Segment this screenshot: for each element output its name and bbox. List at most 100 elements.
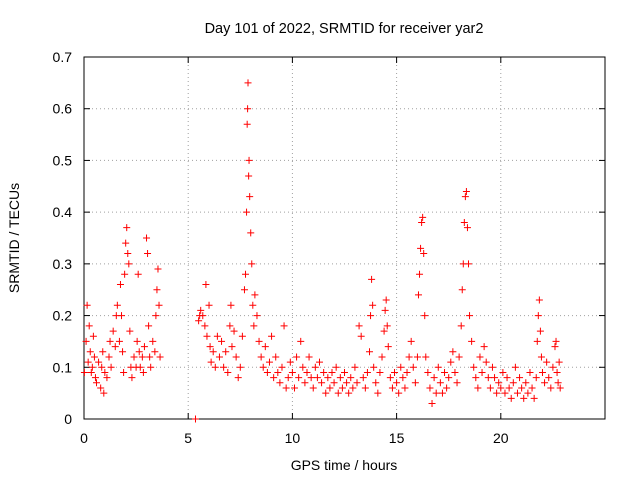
y-axis-label: SRMTID / TECUs	[6, 183, 22, 293]
data-point	[290, 384, 298, 392]
data-point	[464, 260, 472, 268]
data-point	[382, 296, 390, 304]
data-point	[115, 337, 123, 345]
data-point	[247, 229, 255, 237]
data-point	[119, 348, 127, 356]
data-point	[151, 348, 159, 356]
data-point	[401, 384, 409, 392]
data-point	[95, 358, 103, 366]
data-point	[305, 353, 313, 361]
data-point	[87, 368, 95, 376]
data-point	[203, 332, 211, 340]
data-point	[299, 363, 307, 371]
data-point	[549, 363, 557, 371]
data-point	[261, 343, 269, 351]
data-point	[453, 379, 461, 387]
data-point	[369, 301, 377, 309]
data-point	[282, 384, 290, 392]
data-point	[482, 358, 490, 366]
data-point	[274, 368, 282, 376]
data-point	[297, 337, 305, 345]
data-point	[372, 379, 380, 387]
data-point	[419, 213, 427, 221]
data-point	[368, 275, 376, 283]
data-point	[434, 363, 442, 371]
data-point	[249, 301, 257, 309]
data-point	[240, 286, 248, 294]
data-point	[218, 337, 226, 345]
data-point	[470, 363, 478, 371]
x-tick-label: 15	[389, 430, 405, 446]
data-point	[420, 250, 428, 258]
data-point	[528, 384, 536, 392]
data-point	[98, 363, 106, 371]
data-point	[381, 306, 389, 314]
data-point	[534, 312, 542, 320]
chart-title: Day 101 of 2022, SRMTID for receiver yar…	[205, 21, 484, 37]
data-point	[85, 322, 93, 330]
y-tick-label: 0.2	[53, 308, 73, 324]
data-point	[242, 270, 250, 278]
data-point	[251, 291, 259, 299]
data-point	[303, 368, 311, 376]
data-point	[209, 348, 217, 356]
data-point	[301, 379, 309, 387]
y-ticks: 0 0.1 0.2 0.3 0.4 0.5 0.6 0.7	[53, 49, 605, 427]
data-point	[543, 358, 551, 366]
data-point	[407, 337, 415, 345]
data-point	[109, 327, 117, 335]
data-point	[438, 389, 446, 397]
data-point	[551, 343, 559, 351]
data-point	[99, 348, 107, 356]
data-point	[532, 374, 540, 382]
data-point	[436, 379, 444, 387]
data-point	[118, 312, 126, 320]
data-point	[126, 327, 134, 335]
data-point	[359, 374, 367, 382]
data-point	[474, 384, 482, 392]
data-point	[462, 187, 470, 195]
data-point	[88, 363, 96, 371]
data-point	[328, 368, 336, 376]
data-point	[211, 363, 219, 371]
data-point	[245, 172, 253, 180]
data-point	[230, 327, 238, 335]
data-point	[195, 317, 203, 325]
data-point	[197, 306, 205, 314]
data-point	[121, 270, 129, 278]
data-point	[236, 363, 244, 371]
data-point	[486, 384, 494, 392]
data-point	[552, 337, 560, 345]
data-point	[226, 322, 234, 330]
data-point	[205, 301, 213, 309]
data-point	[91, 374, 99, 382]
data-point	[100, 389, 108, 397]
data-point	[330, 379, 338, 387]
x-tick-label: 10	[285, 430, 301, 446]
data-point	[143, 234, 151, 242]
data-point	[82, 337, 90, 345]
data-point	[243, 208, 251, 216]
data-point	[122, 239, 130, 247]
data-point	[334, 389, 342, 397]
data-point	[424, 368, 432, 376]
data-point	[541, 379, 549, 387]
data-point	[234, 374, 242, 382]
data-point	[86, 348, 94, 356]
data-point	[265, 358, 273, 366]
data-point	[413, 353, 421, 361]
data-point	[472, 374, 480, 382]
data-point	[103, 374, 111, 382]
data-point	[199, 312, 207, 320]
data-point	[409, 363, 417, 371]
data-point	[466, 312, 474, 320]
y-tick-label: 0	[64, 411, 72, 427]
data-point	[90, 353, 98, 361]
data-point	[347, 374, 355, 382]
data-point	[243, 120, 251, 128]
data-point	[120, 368, 128, 376]
data-point	[232, 353, 240, 361]
data-point	[215, 353, 223, 361]
data-point	[503, 374, 511, 382]
